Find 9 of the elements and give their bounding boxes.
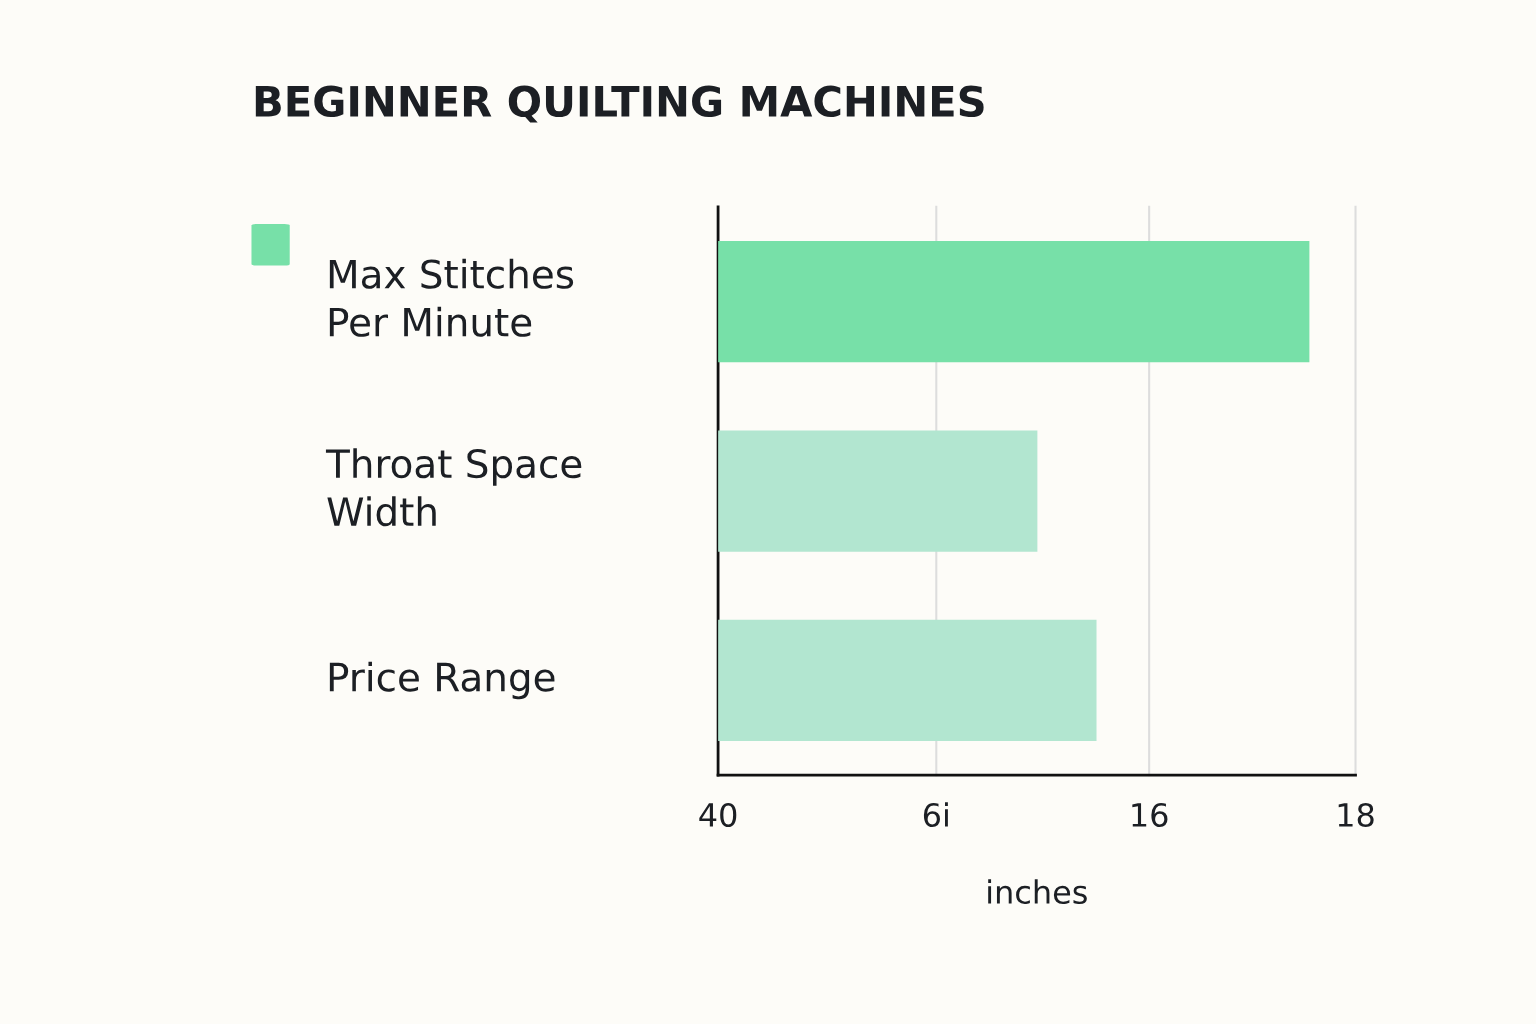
text: 40 <box>699 802 737 828</box>
x-axis-title: inches <box>988 879 1087 905</box>
y-tick-label: Max Stitches Per Minute <box>329 258 574 337</box>
text: 18 <box>1338 802 1374 828</box>
y-tick-label: Price Range <box>329 661 555 700</box>
text: 16 <box>1132 802 1168 828</box>
chart-title: BEGINNER QUILTING MACHINES <box>255 85 984 123</box>
text: 6i <box>923 802 948 828</box>
y-tick-label: Throat Space Width <box>325 448 582 527</box>
